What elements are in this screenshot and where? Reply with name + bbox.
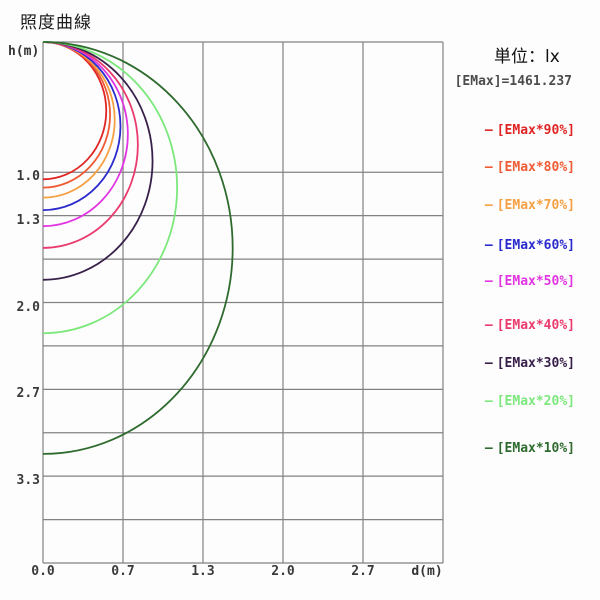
legend-entry-label: [EMax*10%] bbox=[496, 441, 575, 456]
legend-swatch-dash: — bbox=[484, 318, 493, 333]
legend-entry-label: [EMax*40%] bbox=[496, 318, 575, 333]
x-tick-label: 2.7 bbox=[351, 564, 375, 579]
isolux-curve-10pct bbox=[42, 41, 234, 455]
legend-swatch-dash: — bbox=[484, 123, 493, 138]
legend-swatch-dash: — bbox=[484, 238, 493, 253]
isolux-chart-svg bbox=[42, 41, 444, 564]
legend-entry-label: [EMax*80%] bbox=[496, 160, 575, 175]
x-axis-title: d(m) bbox=[411, 564, 443, 579]
legend-entry-label: [EMax*20%] bbox=[496, 394, 575, 409]
legend-entry: — [EMax*50%] bbox=[485, 274, 575, 289]
x-tick-label: 1.3 bbox=[191, 564, 215, 579]
legend-entry: — [EMax*30%] bbox=[485, 356, 575, 371]
legend-swatch-dash: — bbox=[484, 198, 493, 213]
x-tick-label: 0.0 bbox=[31, 564, 55, 579]
legend-unit-label: 単位：lx bbox=[494, 47, 560, 67]
legend-entry-label: [EMax*70%] bbox=[496, 198, 575, 213]
legend-swatch-dash: — bbox=[484, 274, 493, 289]
y-tick-label: 3.3 bbox=[16, 473, 40, 489]
legend-entry: — [EMax*20%] bbox=[485, 394, 575, 409]
legend-entry: — [EMax*60%] bbox=[485, 238, 575, 253]
legend-entry: — [EMax*70%] bbox=[485, 198, 575, 213]
legend-entry-label: [EMax*60%] bbox=[496, 238, 575, 253]
legend-entry: — [EMax*10%] bbox=[485, 441, 575, 456]
legend-entry-label: [EMax*30%] bbox=[496, 356, 575, 371]
legend-entry: — [EMax*80%] bbox=[485, 160, 575, 175]
isolux-curve-50pct bbox=[42, 41, 129, 228]
legend-entry: — [EMax*40%] bbox=[485, 318, 575, 333]
legend-swatch-dash: — bbox=[484, 394, 493, 409]
y-axis-title: h(m) bbox=[8, 44, 40, 59]
page-title: 照度曲線 bbox=[20, 13, 92, 33]
legend-emax-value: [EMax]=1461.237 bbox=[454, 74, 572, 89]
y-tick-label: 2.7 bbox=[16, 386, 40, 402]
y-tick-label: 1.3 bbox=[16, 212, 40, 228]
legend-entry-label: [EMax*90%] bbox=[496, 123, 575, 138]
isolux-curve-30pct bbox=[42, 41, 154, 281]
isolux-curve-40pct bbox=[42, 41, 139, 249]
legend-entry-label: [EMax*50%] bbox=[496, 274, 575, 289]
legend-swatch-dash: — bbox=[484, 356, 493, 371]
x-tick-label: 2.0 bbox=[271, 564, 295, 579]
y-tick-label: 2.0 bbox=[16, 299, 40, 315]
y-tick-label: 1.0 bbox=[16, 169, 40, 185]
x-tick-label: 0.7 bbox=[111, 564, 135, 579]
legend-swatch-dash: — bbox=[484, 160, 493, 175]
legend-swatch-dash: — bbox=[484, 441, 493, 456]
legend-entry: — [EMax*90%] bbox=[485, 123, 575, 138]
isolux-curve-20pct bbox=[42, 41, 179, 335]
